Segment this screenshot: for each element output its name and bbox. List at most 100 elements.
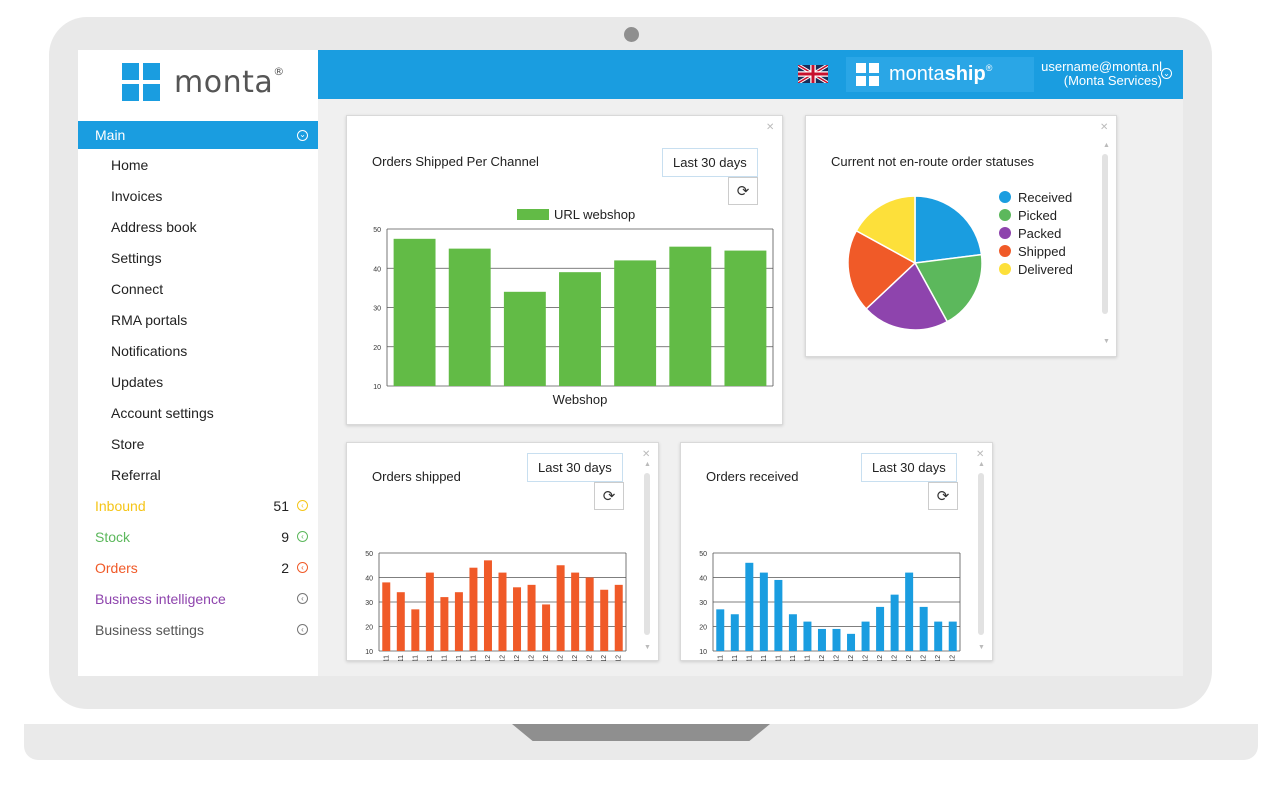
date-range-button[interactable]: Last 30 days: [861, 453, 957, 482]
bar: [876, 606, 885, 651]
scrollbar[interactable]: [644, 473, 650, 635]
date-range-button[interactable]: Last 30 days: [662, 148, 758, 177]
bar: [948, 621, 957, 651]
bar: [919, 606, 928, 651]
bar: [669, 246, 712, 386]
montaship-brand[interactable]: montaship®: [846, 57, 1034, 92]
x-tick-label: 30-11: [804, 655, 811, 661]
uk-flag-icon[interactable]: [798, 65, 828, 83]
bar: [556, 565, 565, 651]
bar: [832, 628, 841, 651]
bar: [716, 609, 725, 651]
widget-title: Orders Shipped Per Channel: [372, 154, 539, 169]
bar: [483, 560, 492, 651]
legend-item-received: Received: [999, 188, 1073, 206]
x-axis-label: Webshop: [553, 392, 608, 407]
y-tick-label: 40: [699, 576, 707, 583]
scroll-down-icon[interactable]: ▼: [1103, 338, 1110, 345]
webcam-dot: [624, 27, 639, 42]
sidebar-item-home[interactable]: Home: [111, 156, 149, 173]
scroll-up-icon[interactable]: ▲: [644, 461, 651, 468]
sidebar-group-inbound[interactable]: Inbound 51 ‹: [78, 490, 318, 521]
pie-slice-picked: [913, 253, 983, 323]
sidebar-item-main[interactable]: Main ⌄: [78, 121, 318, 149]
orders-count: 2: [281, 559, 289, 576]
scrollbar[interactable]: [1102, 154, 1108, 314]
pie-legend: Received Picked Packed Shipped Delivered: [999, 188, 1073, 278]
bar: [382, 582, 391, 651]
y-tick-label: 20: [373, 345, 381, 352]
brand-text: montaship®: [889, 63, 993, 85]
sidebar-item-address-book[interactable]: Address book: [111, 218, 197, 235]
x-tick-label: 04-12: [834, 655, 841, 661]
refresh-button[interactable]: ⟳: [728, 177, 758, 205]
bar: [542, 604, 551, 651]
bar: [503, 291, 546, 386]
chevron-down-icon[interactable]: ⌄: [1161, 68, 1172, 79]
sidebar-group-business-intelligence[interactable]: Business intelligence ‹: [78, 583, 318, 614]
sidebar-group-orders[interactable]: Orders 2 ‹: [78, 552, 318, 583]
y-tick-label: 40: [373, 266, 381, 273]
x-tick-label: 08-12: [529, 655, 536, 661]
sidebar-item-store[interactable]: Store: [111, 435, 145, 452]
scroll-up-icon[interactable]: ▲: [978, 461, 985, 468]
sidebar-item-settings[interactable]: Settings: [111, 249, 162, 266]
widget-orders-shipped: ✕ Orders shipped Last 30 days ⟳ ▲ ▼ 10 20…: [346, 442, 659, 661]
chevron-left-icon: ‹: [297, 531, 308, 542]
date-range-button[interactable]: Last 30 days: [527, 453, 623, 482]
sidebar-item-invoices[interactable]: Invoices: [111, 187, 163, 204]
bar: [600, 589, 609, 651]
scroll-down-icon[interactable]: ▼: [978, 644, 985, 651]
user-organization: (Monta Services): [1063, 73, 1162, 88]
sidebar-item-referral[interactable]: Referral: [111, 466, 161, 483]
sidebar-item-updates[interactable]: Updates: [111, 373, 164, 390]
close-icon[interactable]: ✕: [1100, 122, 1109, 133]
bar: [411, 609, 420, 651]
scrollbar[interactable]: [978, 473, 984, 635]
scroll-down-icon[interactable]: ▼: [644, 644, 651, 651]
sidebar-group-business-settings[interactable]: Business settings ‹: [78, 614, 318, 645]
pie-slice-shipped: [847, 229, 917, 310]
x-tick-label: 16-12: [587, 655, 594, 661]
sidebar-group-stock[interactable]: Stock 9 ‹: [78, 521, 318, 552]
sidebar-nav: Main ⌄ Home Invoices Address book Settin…: [78, 121, 318, 645]
sidebar-item-rma-portals[interactable]: RMA portals: [111, 311, 188, 328]
user-account[interactable]: username@monta.nl (Monta Services): [1012, 60, 1162, 88]
bar: [498, 572, 507, 651]
pie-slice-packed: [865, 261, 949, 331]
x-tick-label: 24-11: [761, 655, 768, 661]
scroll-up-icon[interactable]: ▲: [1103, 142, 1110, 149]
monta-logo[interactable]: monta®: [122, 62, 285, 102]
pie-slice-received: [914, 195, 983, 264]
channel-bar-chart: URL webshop 10 20 30 40 50 Webshop: [373, 207, 774, 407]
y-tick-label: 10: [365, 649, 373, 656]
sidebar-item-notifications[interactable]: Notifications: [111, 342, 188, 359]
top-bar: montaship® username@monta.nl (Monta Serv…: [318, 50, 1183, 99]
x-tick-label: 12-12: [892, 655, 899, 661]
refresh-button[interactable]: ⟳: [594, 482, 624, 510]
bar: [817, 628, 826, 651]
pie-slice-delivered: [855, 195, 916, 265]
bar: [890, 594, 899, 651]
sidebar-item-account-settings[interactable]: Account settings: [111, 404, 214, 421]
bar: [905, 572, 914, 651]
bar: [788, 614, 797, 651]
chevron-left-icon: ‹: [297, 624, 308, 635]
x-tick-label: 10-12: [877, 655, 884, 661]
bar: [585, 577, 594, 651]
x-tick-label: 22-11: [746, 655, 753, 661]
x-tick-label: 20-12: [950, 655, 957, 661]
close-icon[interactable]: ✕: [642, 449, 651, 460]
chevron-left-icon: ‹: [297, 593, 308, 604]
chevron-left-icon: ‹: [297, 562, 308, 573]
refresh-button[interactable]: ⟳: [928, 482, 958, 510]
close-icon[interactable]: ✕: [976, 449, 985, 460]
bar: [614, 584, 623, 651]
close-icon[interactable]: ✕: [766, 122, 775, 133]
y-tick-label: 30: [365, 600, 373, 607]
x-tick-label: 08-12: [863, 655, 870, 661]
y-tick-label: 30: [699, 600, 707, 607]
sidebar-item-connect[interactable]: Connect: [111, 280, 164, 297]
legend-item-packed: Packed: [999, 224, 1073, 242]
bar: [469, 567, 478, 651]
